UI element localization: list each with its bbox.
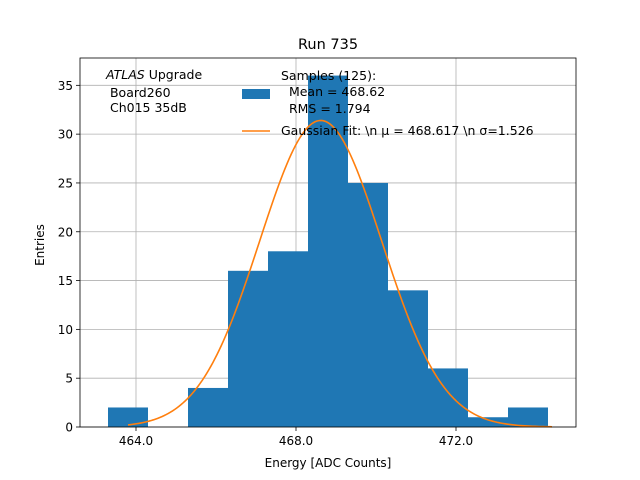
gaussian-fit-curve <box>127 119 553 428</box>
legend-bar-swatch <box>242 89 270 99</box>
legend-samples-line-2: Mean = 468.62 <box>281 84 385 99</box>
y-tick-label: 0 <box>65 421 73 435</box>
bars-layer <box>108 75 548 428</box>
legend-samples-line-1: Samples (125): <box>281 68 376 83</box>
annotation-upgrade-word: Upgrade <box>145 67 203 82</box>
y-tick-label: 30 <box>58 128 73 142</box>
annotation-line-2: Board260 <box>106 85 171 100</box>
legend-fit-label: Gaussian Fit: \n μ = 468.617 \n σ=1.526 <box>281 123 534 138</box>
histogram-bar <box>348 182 388 427</box>
x-axis-label: Energy [ADC Counts] <box>265 456 392 470</box>
y-tick-label: 25 <box>58 176 73 190</box>
annotation-atlas-word: ATLAS <box>105 67 145 82</box>
y-tick-label: 15 <box>58 274 73 288</box>
annotation-line-1: ATLAS Upgrade <box>105 67 202 82</box>
histogram-bar <box>468 417 508 427</box>
histogram-bar <box>428 368 468 427</box>
y-tick-label: 5 <box>65 372 73 386</box>
histogram-bar <box>508 407 548 427</box>
ticks-layer: 464.0 468.0 472.0 0 5 10 15 20 25 30 35 <box>58 79 473 448</box>
x-tick-label: 472.0 <box>439 434 473 448</box>
legend: Samples (125): Mean = 468.62 RMS = 1.794… <box>242 68 534 138</box>
fit-layer <box>127 119 553 428</box>
y-tick-label: 10 <box>58 323 73 337</box>
histogram-bar <box>188 387 228 427</box>
y-axis-label: Entries <box>33 224 47 266</box>
y-tick-label: 35 <box>58 79 73 93</box>
histogram-bar <box>108 407 148 427</box>
x-tick-label: 464.0 <box>119 434 153 448</box>
atlas-annotation: ATLAS Upgrade Board260 Ch015 35dB <box>105 67 202 115</box>
histogram-bar <box>388 290 428 427</box>
y-tick-label: 20 <box>58 225 73 239</box>
histogram-bar <box>228 270 268 427</box>
x-tick-label: 468.0 <box>279 434 313 448</box>
chart-title: Run 735 <box>298 37 358 53</box>
axes-frame <box>79 57 577 428</box>
annotation-line-3: Ch015 35dB <box>106 100 187 115</box>
histogram-bar <box>268 251 308 427</box>
histogram-bar <box>308 75 348 428</box>
legend-samples-line-3: RMS = 1.794 <box>281 101 371 116</box>
